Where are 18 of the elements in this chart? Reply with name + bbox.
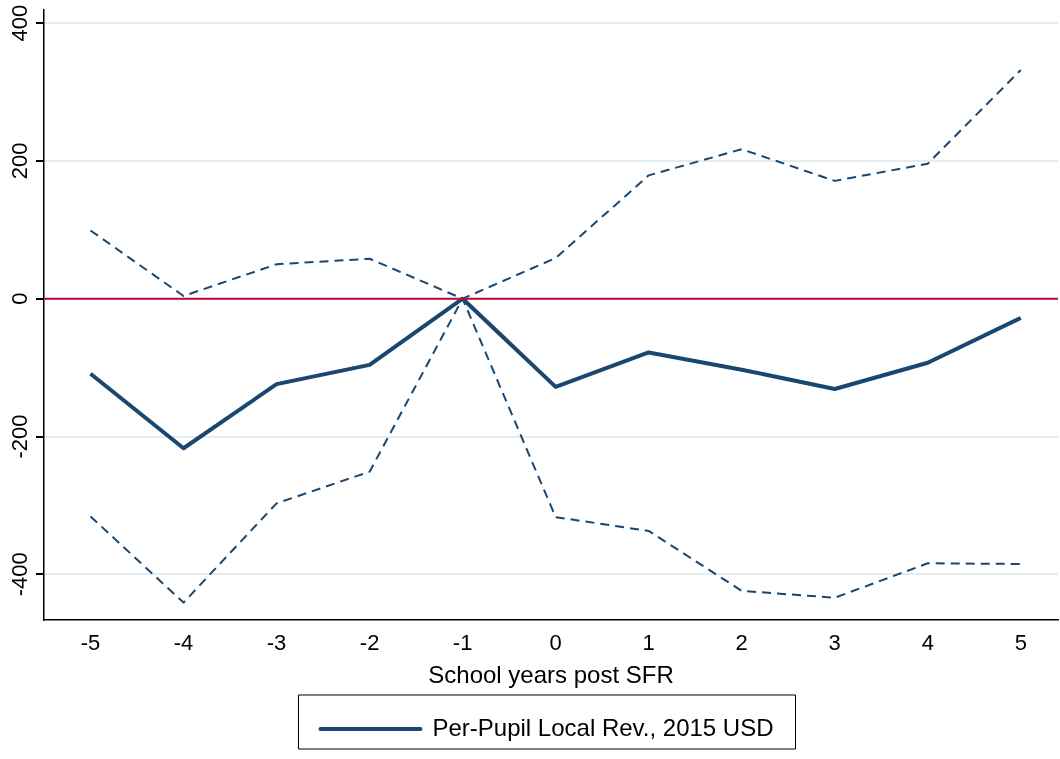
- x-tick-label: 3: [828, 630, 841, 656]
- y-tick-label: -400: [7, 552, 33, 597]
- x-tick-label: 0: [549, 630, 562, 656]
- x-tick-label: -1: [452, 630, 473, 656]
- x-tick-label: -4: [173, 630, 194, 656]
- x-tick-label: 4: [921, 630, 934, 656]
- x-axis-title: School years post SFR: [428, 661, 674, 689]
- x-tick-label: 5: [1014, 630, 1027, 656]
- y-tick-label: 400: [7, 4, 33, 42]
- y-tick-label: -200: [7, 414, 33, 459]
- x-tick-label: -2: [359, 630, 380, 656]
- x-tick-label: -3: [266, 630, 287, 656]
- x-tick-label: -5: [80, 630, 101, 656]
- x-tick-label: 2: [735, 630, 748, 656]
- y-tick-label: 0: [7, 292, 33, 305]
- y-tick-label: 200: [7, 142, 33, 180]
- x-tick-label: 1: [642, 630, 655, 656]
- legend-label: Per-Pupil Local Rev., 2015 USD: [432, 713, 774, 741]
